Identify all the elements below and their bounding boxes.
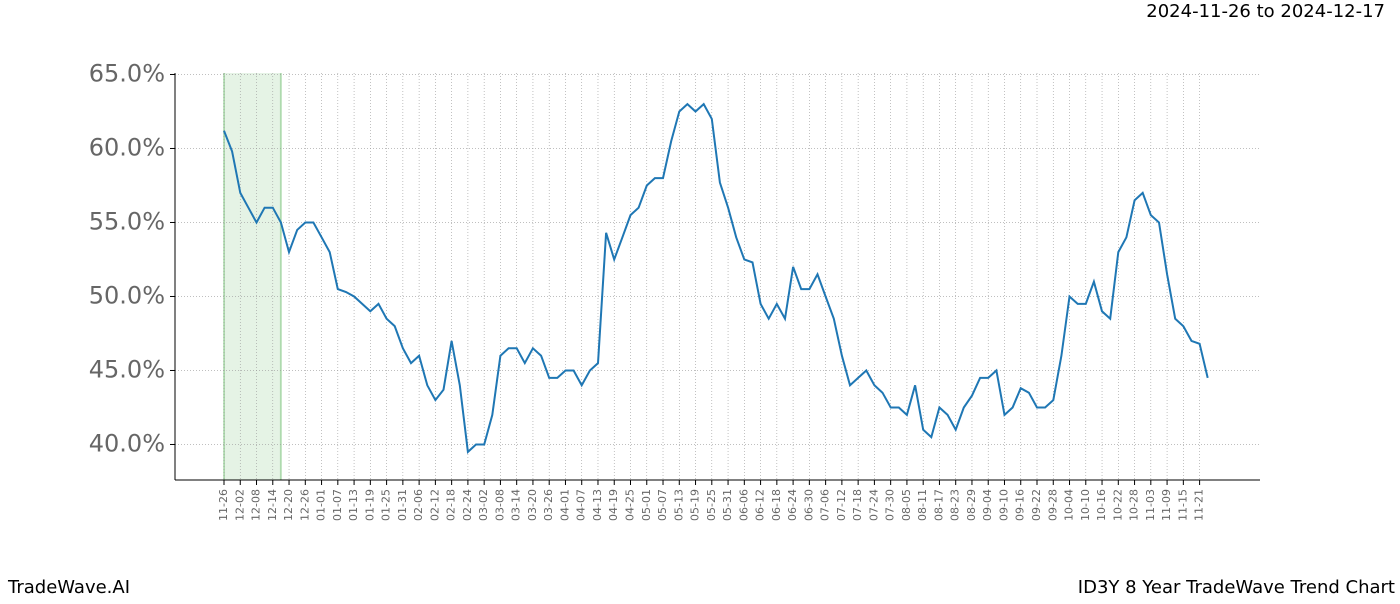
x-tick-label: 03-14 (510, 489, 523, 521)
x-tick-label: 12-26 (298, 489, 311, 521)
y-tick-label: 60.0% (89, 133, 165, 161)
x-tick-label: 03-08 (493, 489, 506, 521)
x-tick-label: 04-07 (575, 489, 588, 521)
x-tick-label: 10-16 (1095, 489, 1108, 521)
x-tick-label: 01-01 (315, 489, 328, 521)
x-tick-label: 05-31 (721, 489, 734, 521)
x-tick-label: 07-24 (867, 489, 880, 521)
x-tick-label: 05-25 (705, 489, 718, 521)
x-tick-label: 02-06 (412, 489, 425, 521)
x-tick-label: 10-22 (1111, 489, 1124, 521)
x-tick-label: 09-28 (1046, 489, 1059, 521)
x-tick-label: 05-19 (689, 489, 702, 521)
x-tick-label: 03-20 (526, 489, 539, 521)
x-tick-label: 05-01 (640, 489, 653, 521)
y-tick-label: 55.0% (89, 207, 165, 235)
x-tick-label: 12-08 (250, 489, 263, 521)
x-tick-label: 04-19 (607, 489, 620, 521)
x-tick-label: 02-24 (461, 489, 474, 521)
x-tick-label: 09-22 (1030, 489, 1043, 521)
y-tick-label: 65.0% (89, 59, 165, 87)
x-tick-label: 02-18 (445, 489, 458, 521)
x-tick-label: 12-20 (282, 489, 295, 521)
x-tick-label: 11-03 (1144, 489, 1157, 521)
date-range: 2024-11-26 to 2024-12-17 (1146, 1, 1385, 22)
x-tick-label: 07-06 (819, 489, 832, 521)
x-tick-label: 06-30 (802, 489, 815, 521)
x-tick-label: 01-31 (396, 489, 409, 521)
x-tick-label: 10-04 (1063, 489, 1076, 521)
x-tick-label: 10-10 (1079, 489, 1092, 521)
x-tick-label: 01-19 (363, 489, 376, 521)
x-tick-label: 09-16 (1014, 489, 1027, 521)
x-tick-label: 08-05 (900, 489, 913, 521)
highlight-band (224, 73, 281, 480)
y-tick-label: 45.0% (89, 355, 165, 383)
x-tick-label: 12-14 (266, 489, 279, 521)
x-tick-label: 02-12 (428, 489, 441, 521)
x-tick-label: 07-18 (851, 489, 864, 521)
x-tick-label: 03-26 (542, 489, 555, 521)
x-tick-label: 08-23 (949, 489, 962, 521)
x-tick-label: 06-12 (754, 489, 767, 521)
x-tick-label: 04-13 (591, 489, 604, 521)
x-tick-label: 03-02 (477, 489, 490, 521)
trend-line (223, 102, 1209, 454)
x-tick-label: 04-01 (558, 489, 571, 521)
x-tick-label: 10-28 (1128, 489, 1141, 521)
y-tick-label: 50.0% (89, 281, 165, 309)
x-tick-label: 06-06 (737, 489, 750, 521)
x-tick-label: 07-30 (884, 489, 897, 521)
x-tick-label: 11-09 (1160, 489, 1173, 521)
x-tick-label: 06-24 (786, 489, 799, 521)
x-tick-label: 01-07 (331, 489, 344, 521)
x-tick-label: 01-13 (347, 489, 360, 521)
x-tick-label: 06-18 (770, 489, 783, 521)
x-tick-label: 11-15 (1176, 489, 1189, 521)
x-tick-label: 05-07 (656, 489, 669, 521)
x-tick-label: 08-29 (965, 489, 978, 521)
x-tick-label: 09-10 (997, 489, 1010, 521)
x-tick-label: 05-13 (672, 489, 685, 521)
x-tick-label: 07-12 (835, 489, 848, 521)
x-tick-label: 08-17 (932, 489, 945, 521)
x-tick-label: 11-26 (217, 489, 230, 521)
x-tick-label: 08-11 (916, 489, 929, 521)
x-tick-label: 04-25 (624, 489, 637, 521)
x-tick-label: 12-02 (233, 489, 246, 521)
y-tick-label: 40.0% (89, 429, 165, 457)
x-tick-label: 09-04 (981, 489, 994, 521)
x-tick-label: 11-21 (1193, 489, 1206, 521)
chart-name: ID3Y 8 Year TradeWave Trend Chart (1078, 577, 1395, 598)
brand: TradeWave.AI (7, 577, 130, 598)
x-tick-label: 01-25 (380, 489, 393, 521)
